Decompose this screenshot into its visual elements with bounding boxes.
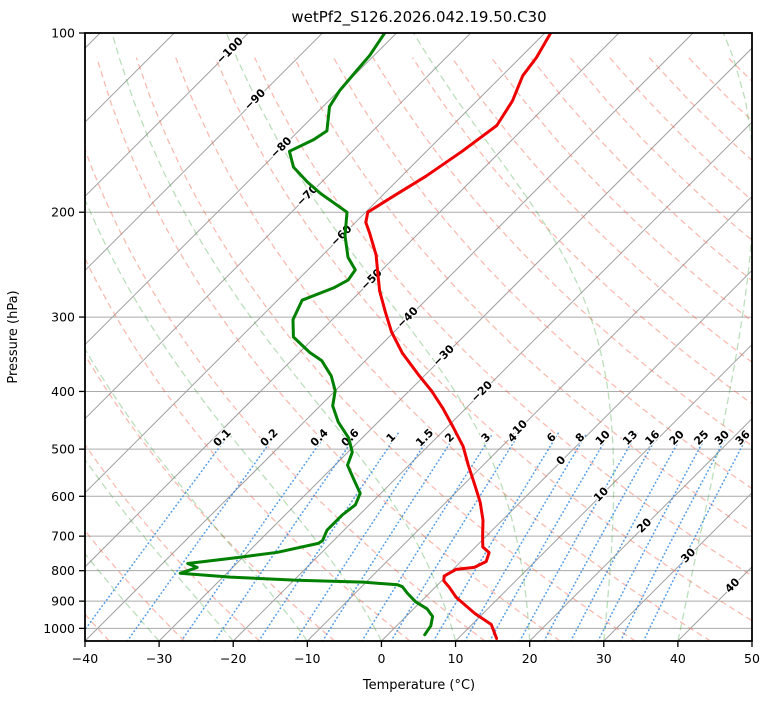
isotherm-line	[0, 33, 397, 641]
mixing-ratio-line	[571, 433, 684, 641]
mixing-ratio-label: 0.1	[211, 426, 234, 449]
mixing-ratio-label: 0.2	[258, 426, 281, 449]
y-axis-label: Pressure (hPa)	[6, 290, 21, 383]
x-tick-label: −10	[294, 651, 320, 666]
x-tick-label: −20	[220, 651, 246, 666]
mixing-ratio-label: 1	[384, 430, 399, 445]
mixing-ratio-label: 13	[620, 428, 640, 448]
isotherm-label: −60	[328, 222, 355, 249]
mixing-ratio-label: 20	[667, 427, 687, 447]
mixing-ratio-line	[490, 433, 610, 641]
isotherm-label: 30	[678, 545, 698, 565]
isotherm-line	[0, 33, 174, 641]
mixing-ratio-line	[644, 433, 750, 641]
moist-adiabat-line	[0, 33, 307, 641]
mixing-ratio-line	[434, 433, 559, 641]
isotherm-line	[752, 33, 775, 641]
isotherm-label: −70	[294, 182, 321, 209]
isotherm-label: −90	[242, 86, 269, 113]
mixing-ratio-label: 30	[712, 427, 732, 447]
y-tick-label: 500	[51, 442, 75, 457]
dry-adiabat-line	[767, 58, 775, 641]
dry-adiabat-line	[0, 58, 260, 641]
sounding-curves	[180, 33, 551, 639]
isotherm-label: 40	[722, 575, 742, 595]
dry-adiabat-line	[452, 58, 775, 641]
x-tick-label: 50	[744, 651, 760, 666]
x-tick-label: −30	[146, 651, 172, 666]
isotherm-label: −100	[214, 34, 246, 66]
moist-adiabat-line	[0, 33, 233, 641]
dry-adiabat-line	[294, 58, 775, 641]
isotherm-line	[530, 33, 775, 641]
isotherm-label: 10	[591, 484, 611, 504]
moist-adiabat-line	[0, 33, 159, 641]
mixing-ratio-label: 16	[642, 427, 662, 447]
mixing-ratio-line	[621, 433, 729, 641]
mixing-ratio-label: 10	[593, 427, 613, 447]
dry-adiabat-line	[649, 58, 775, 641]
x-tick-label: 40	[670, 651, 686, 666]
mixing-ratio-label: 25	[691, 428, 711, 448]
x-tick-label: 20	[522, 651, 538, 666]
moist-adiabat-line	[414, 33, 614, 641]
mixing-ratio-line	[598, 433, 708, 641]
isotherm-line	[0, 33, 471, 641]
mixing-ratio-line	[323, 433, 457, 641]
y-tick-label: 100	[51, 26, 75, 41]
y-tick-label: 700	[51, 529, 75, 544]
dry-adiabat-line	[412, 58, 775, 641]
mixing-ratio-label: 6	[544, 430, 559, 445]
isotherm-label: −50	[358, 266, 385, 293]
mixing-ratio-label: 36	[733, 427, 753, 447]
plot-title: wetPf2_S126.2026.042.19.50.C30	[291, 8, 546, 27]
mixing-ratio-line	[127, 433, 276, 641]
isotherm-label: 0	[554, 453, 569, 468]
x-tick-label: 0	[377, 651, 385, 666]
mixing-ratio-label: 1.5	[413, 426, 436, 449]
mixing-ratio-line	[520, 433, 637, 641]
y-tick-label: 200	[51, 205, 75, 220]
isotherm-line	[85, 33, 693, 641]
dry-adiabat-line	[0, 58, 184, 641]
mixing-ratio-line	[181, 433, 326, 641]
plot-frame	[85, 33, 752, 641]
y-tick-label: 300	[51, 310, 75, 325]
x-axis-label: Temperature (°C)	[362, 678, 475, 693]
isotherm-label: 20	[634, 515, 654, 535]
x-tick-label: −40	[72, 651, 98, 666]
isotherm-line	[0, 33, 248, 641]
y-tick-label: 400	[51, 384, 75, 399]
y-tick-label: 1000	[43, 621, 75, 636]
background-lines	[0, 33, 775, 641]
y-tick-label: 900	[51, 594, 75, 609]
y-tick-label: 800	[51, 563, 75, 578]
moist-adiabat-line	[35, 33, 381, 641]
mixing-ratio-line	[259, 433, 398, 641]
mixing-ratio-line	[215, 433, 358, 641]
mixing-ratio-label: 3	[479, 430, 494, 445]
isotherm-line	[11, 33, 619, 641]
dry-adiabat-line	[491, 58, 775, 641]
dry-adiabat-line	[136, 58, 635, 641]
dry-adiabat-line	[531, 58, 775, 641]
mixing-ratio-label: 8	[573, 430, 588, 445]
x-tick-label: 10	[448, 651, 464, 666]
isotherm-line	[159, 33, 767, 641]
isotherm-label: −30	[430, 342, 457, 369]
y-tick-label: 600	[51, 489, 75, 504]
x-tick-label: 30	[596, 651, 612, 666]
dry-adiabat-line	[689, 58, 775, 641]
